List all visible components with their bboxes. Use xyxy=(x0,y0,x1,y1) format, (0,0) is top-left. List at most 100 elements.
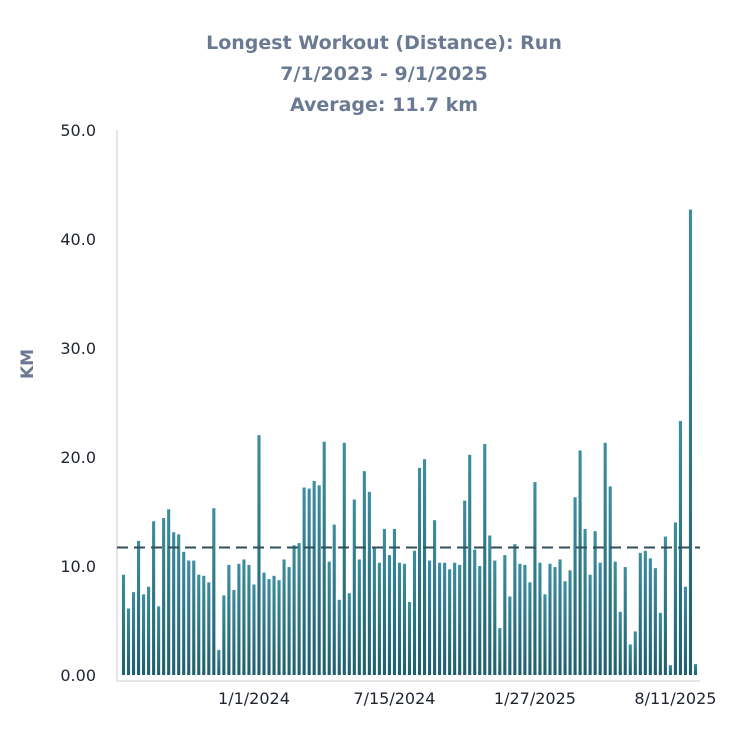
chart-title: Longest Workout (Distance): Run xyxy=(206,32,562,54)
bar xyxy=(483,443,487,675)
bar xyxy=(157,606,161,675)
bar xyxy=(593,531,597,675)
bar xyxy=(603,442,607,675)
bar xyxy=(663,536,667,675)
x-tick-label: 7/15/2024 xyxy=(353,689,435,708)
bar xyxy=(438,562,442,675)
bar xyxy=(267,579,271,675)
bar xyxy=(292,545,296,675)
bar xyxy=(578,450,582,675)
bar xyxy=(508,596,512,675)
x-tick-label: 1/27/2025 xyxy=(494,689,576,708)
bar xyxy=(583,528,587,675)
bar xyxy=(272,575,276,675)
y-tick-label: 30.0 xyxy=(60,339,96,358)
y-tick-label: 40.0 xyxy=(60,230,96,249)
bar xyxy=(688,209,693,675)
bar xyxy=(658,612,662,675)
bar xyxy=(202,575,206,675)
bar xyxy=(417,467,422,675)
bar xyxy=(488,535,492,675)
bar xyxy=(237,563,241,675)
bar xyxy=(347,593,351,675)
bar xyxy=(528,582,532,675)
bar xyxy=(548,563,552,675)
chart-subtitle: 7/1/2023 - 9/1/2025 xyxy=(280,63,488,85)
bar xyxy=(131,592,136,675)
bar xyxy=(598,562,602,675)
bar xyxy=(387,555,391,675)
bar xyxy=(162,518,166,675)
bar xyxy=(222,595,226,675)
bar xyxy=(558,559,562,675)
bar xyxy=(227,564,231,675)
bar xyxy=(257,435,261,675)
bar xyxy=(407,601,412,675)
bar xyxy=(177,534,181,675)
bar xyxy=(458,564,462,675)
y-tick-label: 20.0 xyxy=(60,448,96,467)
bar xyxy=(352,499,356,675)
bar xyxy=(613,561,617,675)
bar xyxy=(302,487,306,675)
bar xyxy=(372,547,376,675)
bar xyxy=(412,550,417,675)
bar xyxy=(608,486,612,675)
bar xyxy=(563,581,567,675)
bar xyxy=(312,480,316,675)
bar xyxy=(332,524,336,675)
bar xyxy=(693,664,698,675)
bar xyxy=(498,628,502,675)
bar xyxy=(337,599,341,675)
bar xyxy=(618,611,622,675)
bar xyxy=(357,559,361,675)
y-axis-label: KM xyxy=(18,349,38,379)
bar xyxy=(382,528,386,675)
bar xyxy=(463,500,467,675)
bar xyxy=(297,543,301,675)
bar xyxy=(121,574,126,675)
bar xyxy=(443,562,447,675)
bar xyxy=(533,482,537,675)
bar xyxy=(137,540,141,675)
bar xyxy=(588,574,592,675)
bar xyxy=(362,471,366,675)
bar xyxy=(402,563,407,675)
bar xyxy=(643,550,647,675)
bar xyxy=(478,566,482,675)
bar xyxy=(317,485,321,675)
bar xyxy=(493,560,497,675)
chart-average-label: Average: 11.7 km xyxy=(289,94,479,116)
x-tick-label: 1/1/2024 xyxy=(218,689,290,708)
bar xyxy=(468,454,472,675)
bar xyxy=(167,509,171,675)
bar xyxy=(247,564,251,675)
bar xyxy=(342,442,346,675)
bar xyxy=(262,572,266,675)
bar xyxy=(242,559,246,675)
y-tick-label: 10.0 xyxy=(60,557,96,576)
bar xyxy=(392,528,396,675)
bar xyxy=(628,644,632,675)
bar xyxy=(327,561,331,675)
bar xyxy=(573,497,577,675)
y-ticks: 0.00 10.0 20.0 30.0 40.0 50.0 xyxy=(60,121,96,685)
bar xyxy=(207,582,211,675)
bar xyxy=(282,559,286,675)
bar xyxy=(653,568,657,675)
bar xyxy=(307,488,311,675)
y-tick-label: 50.0 xyxy=(60,121,96,140)
bar xyxy=(187,560,191,675)
bar xyxy=(152,521,156,675)
bar xyxy=(142,594,146,675)
bar xyxy=(322,441,326,675)
x-ticks: 1/1/2024 7/15/2024 1/27/2025 8/11/2025 xyxy=(218,689,716,708)
bar xyxy=(192,560,196,675)
bar xyxy=(673,522,677,675)
bar xyxy=(513,544,517,675)
bar xyxy=(147,586,151,675)
bar xyxy=(473,549,477,675)
bar xyxy=(633,631,637,675)
bar xyxy=(397,562,402,675)
